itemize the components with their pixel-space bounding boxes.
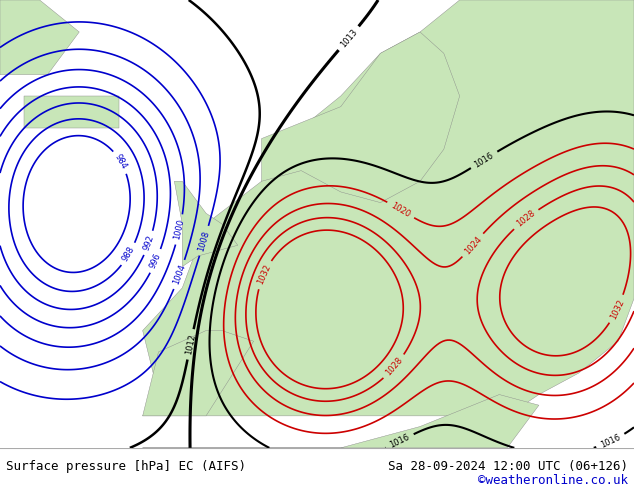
Text: 1032: 1032	[609, 297, 626, 320]
Text: 1020: 1020	[389, 201, 412, 219]
Text: Sa 28-09-2024 12:00 UTC (06+126): Sa 28-09-2024 12:00 UTC (06+126)	[387, 460, 628, 473]
Text: Surface pressure [hPa] EC (AIFS): Surface pressure [hPa] EC (AIFS)	[6, 460, 247, 473]
Text: 988: 988	[121, 245, 137, 264]
Text: 1028: 1028	[515, 209, 537, 229]
Text: 1000: 1000	[172, 219, 186, 241]
Text: 1028: 1028	[384, 356, 404, 378]
Text: 1016: 1016	[388, 433, 411, 450]
Text: 1008: 1008	[197, 229, 211, 252]
Text: 984: 984	[113, 153, 129, 171]
Text: ©weatheronline.co.uk: ©weatheronline.co.uk	[477, 474, 628, 487]
Text: 1032: 1032	[256, 263, 272, 286]
Text: 996: 996	[148, 252, 163, 270]
Text: 992: 992	[142, 234, 156, 252]
Text: 1024: 1024	[462, 234, 483, 256]
Text: 1016: 1016	[599, 433, 622, 450]
Text: 1004: 1004	[172, 263, 187, 286]
Text: 1016: 1016	[473, 150, 495, 169]
Text: 1013: 1013	[339, 27, 359, 49]
Text: 1012: 1012	[184, 333, 197, 356]
